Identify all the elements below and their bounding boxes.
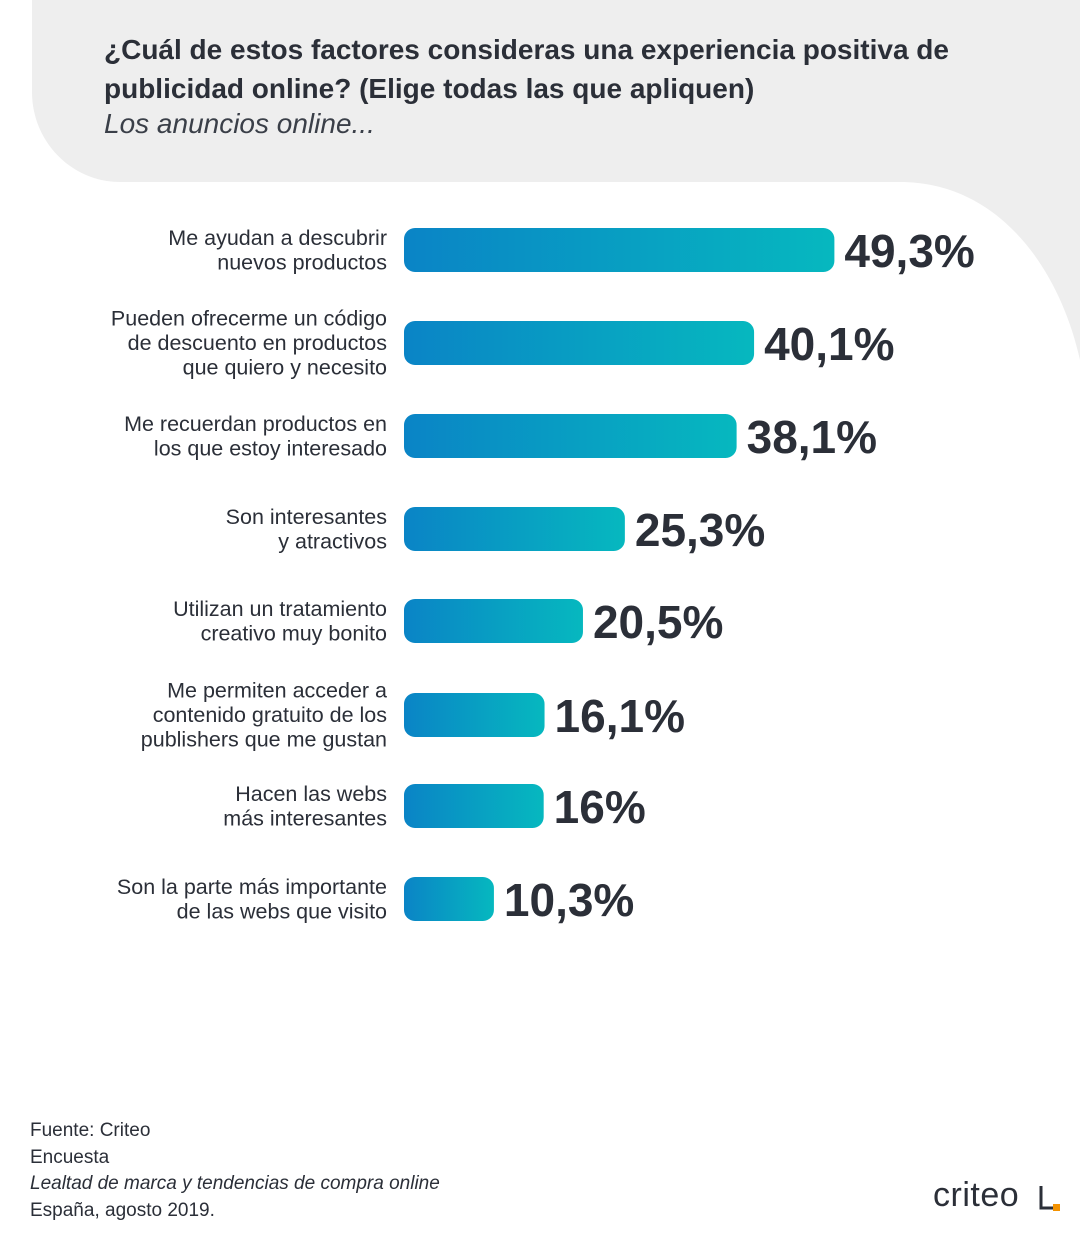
chart-subtitle: Los anuncios online...: [104, 108, 375, 139]
study-title: Lealtad de marca y tendencias de compra …: [30, 1173, 440, 1194]
bar-8: [404, 877, 494, 921]
survey-line: Encuesta: [30, 1146, 110, 1168]
chart-title: ¿Cuál de estos factores consideras una e…: [104, 34, 949, 104]
criteo-corner-mark-icon: [1039, 1186, 1060, 1211]
value-label-2: 40,1%: [764, 318, 894, 370]
bar-6: [404, 693, 545, 737]
bar-3: [404, 414, 737, 458]
category-label-8: Son la parte más importante de las webs q…: [117, 875, 387, 924]
date-line: España, agosto 2019.: [30, 1199, 215, 1221]
category-label-1: Me ayudan a descubrir nuevos productos: [168, 226, 387, 275]
bar-4: [404, 507, 625, 551]
value-label-7: 16%: [554, 781, 646, 833]
value-label-8: 10,3%: [504, 874, 634, 926]
category-label-4: Son interesantes y atractivos: [226, 505, 387, 554]
category-label-6: Me permiten acceder a contenido gratuito …: [141, 679, 387, 752]
source-note: Fuente: Criteo Encuesta Lealtad de marca…: [30, 1118, 440, 1224]
bar-1: [404, 228, 835, 272]
category-label-7: Hacen las webs más interesantes: [223, 782, 387, 831]
value-label-3: 38,1%: [747, 411, 877, 463]
value-label-1: 49,3%: [844, 225, 974, 277]
value-label-5: 20,5%: [593, 596, 723, 648]
category-label-2: Pueden ofrecerme un código de descuento e…: [111, 307, 387, 380]
bar-2: [404, 321, 755, 365]
criteo-logo: criteo: [933, 1176, 1020, 1214]
category-label-3: Me recuerdan productos en los que estoy i…: [124, 412, 387, 461]
value-label-4: 25,3%: [635, 504, 765, 556]
category-label-5: Utilizan un tratamiento creativo muy boni…: [173, 597, 387, 646]
bar-5: [404, 599, 583, 643]
source-line: Fuente: Criteo: [30, 1120, 151, 1141]
value-label-6: 16,1%: [555, 690, 685, 742]
bar-7: [404, 784, 544, 828]
